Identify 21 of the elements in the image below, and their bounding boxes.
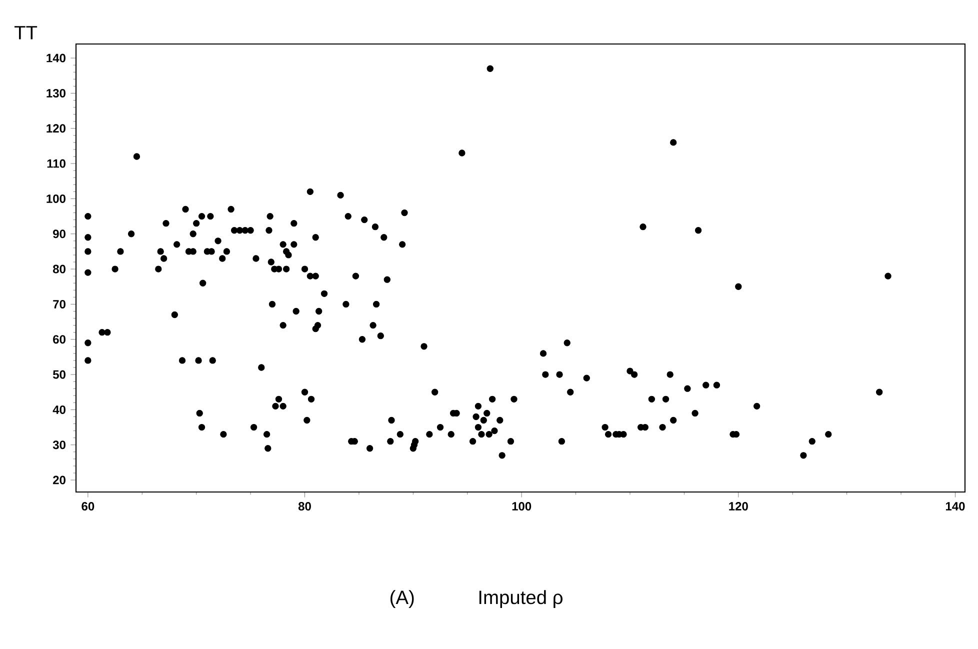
y-tick-label: 130 xyxy=(46,88,66,98)
y-tick-label: 80 xyxy=(52,264,66,274)
text: (A) xyxy=(390,590,414,608)
y-tick-label: 70 xyxy=(53,300,66,308)
y-tick-label: 140 xyxy=(46,54,66,62)
x-tick-label: 140 xyxy=(946,502,965,511)
x-axis-title: Imputed ρ xyxy=(479,590,563,608)
x-tick-label: 120 xyxy=(729,502,748,511)
x-tick-label: 60 xyxy=(82,502,94,511)
y-tick-label: 40 xyxy=(52,405,66,414)
y-tick-label: 120 xyxy=(46,124,66,133)
y-tick-label: 20 xyxy=(53,476,66,484)
y-tick-label: 50 xyxy=(52,370,66,379)
x-tick-label: 80 xyxy=(298,502,311,511)
y-tick-label: 30 xyxy=(52,440,66,450)
y-tick-label: 90 xyxy=(53,230,66,238)
y-tick-label: 100 xyxy=(46,194,66,203)
y-tick-label: 110 xyxy=(47,159,66,168)
y-tick-label: 60 xyxy=(53,335,66,344)
y-axis-title: TT xyxy=(14,26,38,40)
x-tick-label: 100 xyxy=(512,502,532,511)
